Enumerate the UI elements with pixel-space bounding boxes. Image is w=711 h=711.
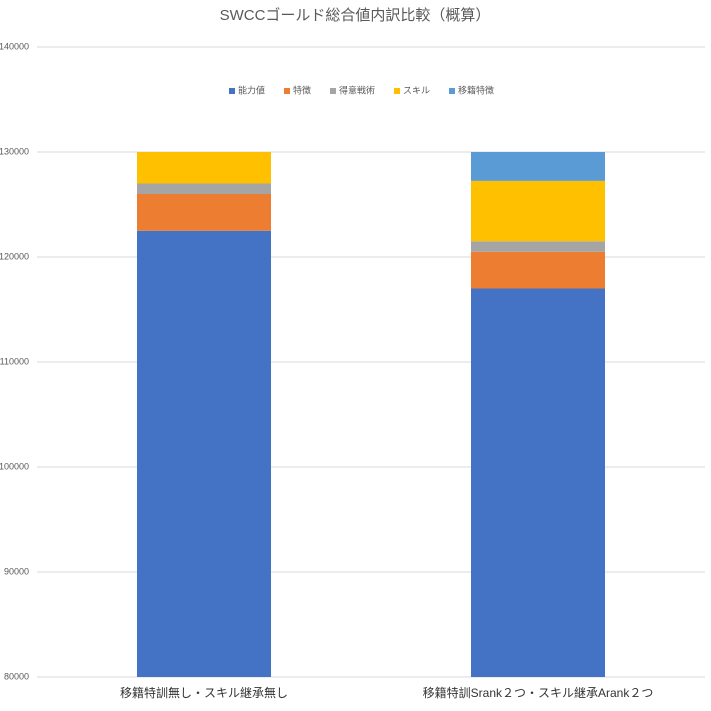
x-tick-label: 移籍特訓Srank２つ・スキル継承Arank２つ bbox=[423, 685, 654, 700]
legend-swatch bbox=[229, 88, 235, 94]
bar-segment bbox=[471, 288, 605, 677]
legend-label: 特徴 bbox=[293, 84, 311, 95]
y-tick-label: 120000 bbox=[0, 251, 29, 261]
legend-swatch bbox=[330, 88, 336, 94]
y-tick-label: 110000 bbox=[0, 356, 29, 366]
legend-label: スキル bbox=[403, 85, 430, 95]
legend-label: 得意戦術 bbox=[339, 84, 375, 95]
bar-segment bbox=[137, 183, 271, 194]
chart-title: SWCCゴールド総合値内訳比較（概算） bbox=[220, 6, 491, 24]
y-tick-label: 100000 bbox=[0, 461, 29, 471]
legend-swatch bbox=[394, 88, 400, 94]
legend-label: 移籍特徴 bbox=[458, 84, 494, 95]
bar-segment bbox=[471, 241, 605, 252]
y-tick-label: 130000 bbox=[0, 146, 29, 156]
x-tick-label: 移籍特訓無し・スキル継承無し bbox=[120, 685, 288, 700]
y-tick-label: 90000 bbox=[4, 566, 29, 576]
y-tick-label: 80000 bbox=[4, 671, 29, 681]
bar-segment bbox=[137, 230, 271, 677]
bar-segment bbox=[471, 251, 605, 289]
y-tick-label: 140000 bbox=[0, 41, 29, 51]
bar-segment bbox=[137, 194, 271, 231]
legend-label: 能力値 bbox=[238, 84, 265, 95]
bar-segment bbox=[137, 152, 271, 184]
legend-swatch bbox=[449, 88, 455, 94]
bar-segment bbox=[471, 152, 605, 181]
bar-segment bbox=[471, 180, 605, 242]
legend-swatch bbox=[284, 88, 290, 94]
